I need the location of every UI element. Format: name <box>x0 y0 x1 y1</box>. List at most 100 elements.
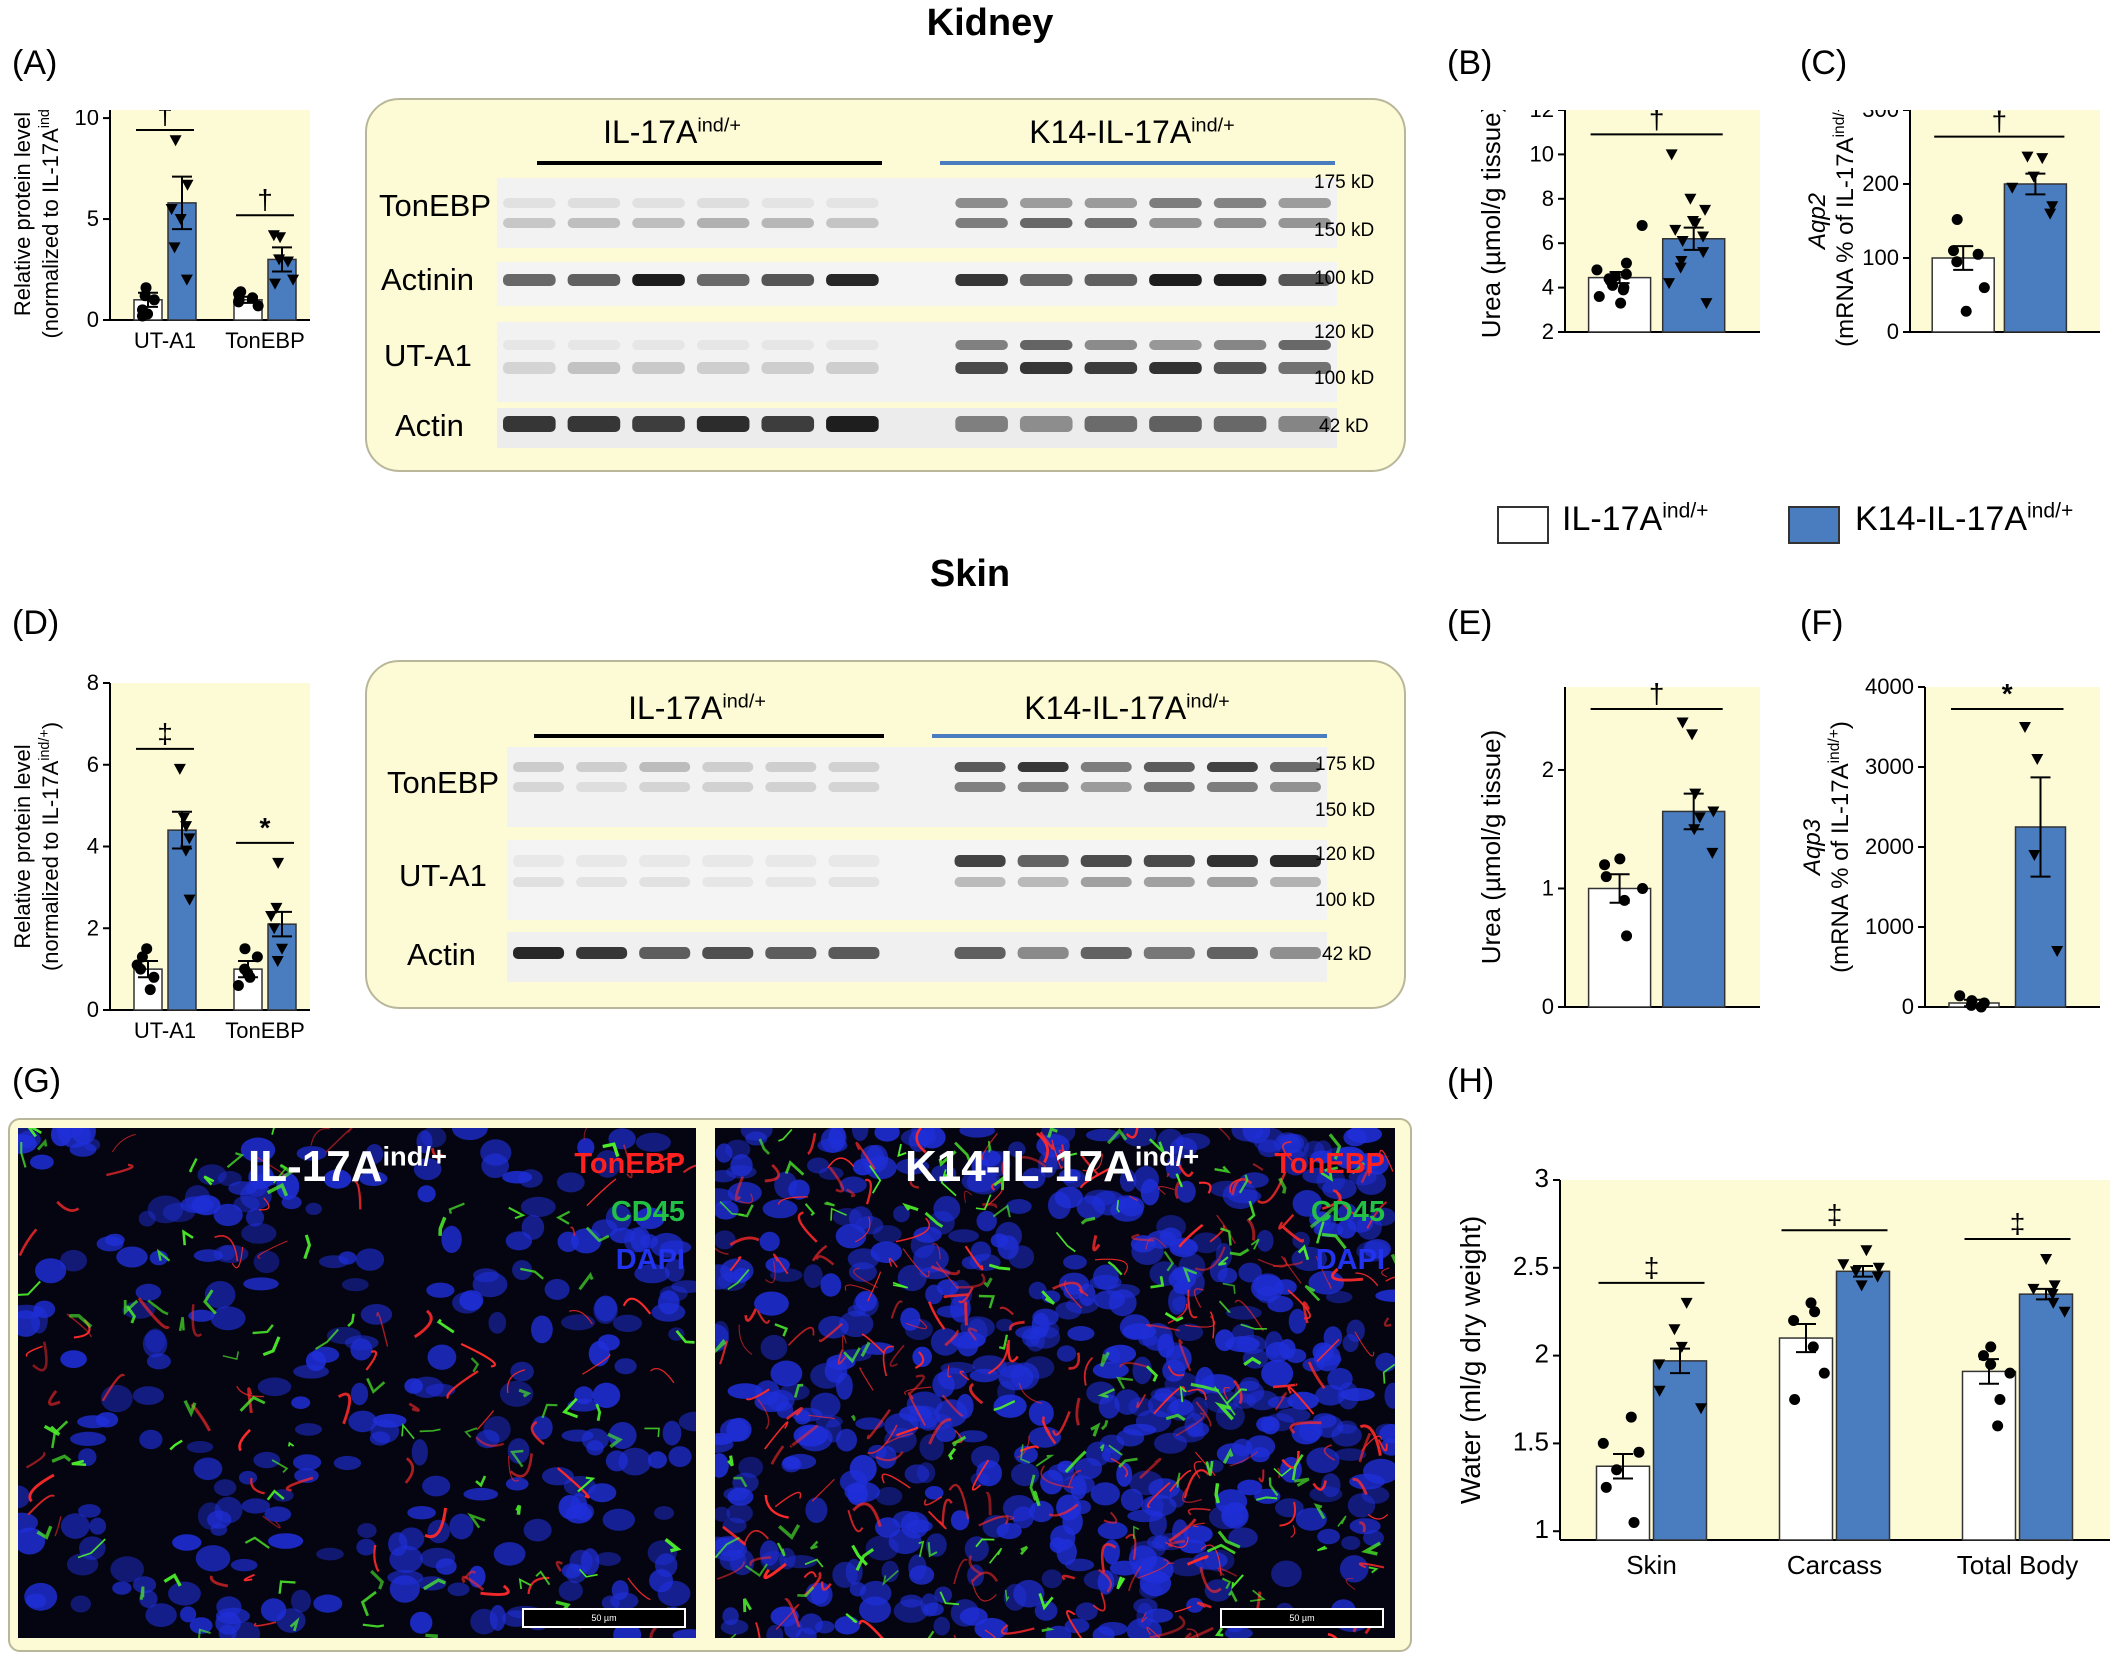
point-E-0-4 <box>1599 859 1611 871</box>
micro-left-green-31 <box>515 1504 522 1515</box>
micro-left-green-50 <box>226 1152 245 1169</box>
micro-right-nucleus-196 <box>897 1264 927 1292</box>
kidney-bands-band-0-8-1 <box>1019 218 1073 228</box>
skin-bands-band-1-12-0 <box>1269 855 1321 867</box>
micro-left-red-18 <box>527 1576 550 1595</box>
micro-right-nucleus-354 <box>1086 1381 1116 1405</box>
micro-right-red-164 <box>1052 1410 1071 1436</box>
micro-right-red-115 <box>1257 1171 1287 1204</box>
micro-right-nucleus-272 <box>1274 1498 1304 1518</box>
skin-bands-band-2-9-0 <box>1080 947 1132 959</box>
point-H-4-2 <box>2004 1367 2016 1379</box>
micro-left-green-11 <box>203 1289 217 1315</box>
point-F-1-2 <box>2031 754 2044 765</box>
micro-left-nucleus-110 <box>588 1341 610 1367</box>
micro-right-red-240 <box>1005 1514 1015 1520</box>
micro-right-red-219 <box>1052 1281 1083 1294</box>
micro-right-red-48 <box>875 1451 904 1462</box>
micro-right-nucleus-218 <box>1106 1284 1140 1299</box>
micro-left-green-16 <box>262 1336 281 1357</box>
micro-right-green-29 <box>824 1201 835 1207</box>
micro-right-nucleus-179 <box>950 1510 970 1531</box>
stain-label-cd45-left: CD45 <box>610 1196 685 1228</box>
skin-bands-band-1-8-1 <box>1017 877 1069 887</box>
sig-mark-D-0: ‡ <box>157 718 173 749</box>
micro-left-red-42 <box>464 1570 477 1579</box>
point-B-1-7 <box>1669 224 1682 236</box>
point-H-1-0 <box>1695 1403 1708 1415</box>
micro-left-nucleus-244 <box>184 1185 211 1212</box>
y-tick-label-B-1: 4 <box>1542 275 1554 300</box>
micro-left-nucleus-249 <box>193 1457 223 1481</box>
micro-left-green-53 <box>252 1324 274 1335</box>
micro-right-red-112 <box>907 1392 926 1426</box>
micro-right-red-85 <box>756 1310 771 1324</box>
microscopy-image-control <box>18 1128 696 1638</box>
micro-right-nucleus-231 <box>1341 1536 1361 1550</box>
y-tick-label-H-3: 2.5 <box>1513 1251 1549 1281</box>
micro-right-nucleus-476 <box>1228 1527 1258 1548</box>
micro-left-red-31 <box>191 1304 203 1337</box>
micro-left-nucleus-235 <box>389 1545 423 1573</box>
skin-lane-group-control: IL-17Aind/+ <box>517 690 877 727</box>
micro-right-nucleus-198 <box>1324 1147 1358 1165</box>
micro-left-nucleus-34 <box>635 1207 665 1230</box>
kidney-lane-control-text: IL-17A <box>603 114 698 150</box>
micro-right-nucleus-41 <box>834 1616 861 1635</box>
stain-label-dapi-left: DAPI <box>615 1244 685 1276</box>
micro-right-red-4 <box>968 1555 983 1576</box>
micro-right-red-204 <box>1361 1435 1383 1452</box>
micro-right-nucleus-420 <box>990 1233 1009 1248</box>
micro-right-nucleus-411 <box>1278 1339 1296 1359</box>
micro-right-nucleus-86 <box>1121 1128 1157 1147</box>
micro-right-green-116 <box>1249 1589 1266 1602</box>
kidney-bands-band-1-5-0 <box>826 274 879 286</box>
micro-left-green-40 <box>360 1590 377 1617</box>
micro-right-red-87 <box>815 1255 835 1266</box>
point-E-1-0 <box>1706 847 1719 859</box>
kidney-bands-band-0-10-1 <box>1149 218 1202 228</box>
point-F-1-0 <box>2051 946 2064 957</box>
micro-right-green-76 <box>778 1524 801 1540</box>
kidney-bands-band-1-12-0 <box>1278 274 1331 286</box>
skin-bands-band-2-2-0 <box>639 947 691 959</box>
skin-bands-band-0-1-0 <box>576 762 628 772</box>
y-tick-label-F-2: 2000 <box>1865 834 1914 859</box>
micro-left-nucleus-179 <box>653 1506 675 1520</box>
micro-right-red-143 <box>914 1351 925 1369</box>
micro-left-nucleus-213 <box>293 1364 329 1379</box>
micro-right-nucleus-113 <box>1126 1617 1162 1638</box>
micro-right-nucleus-413 <box>996 1522 1022 1540</box>
micro-right-red-128 <box>1307 1361 1326 1390</box>
micro-left-nucleus-0 <box>447 1582 470 1597</box>
point-B-1-12 <box>1665 149 1678 161</box>
micro-left-green-24 <box>71 1459 87 1467</box>
micro-left-nucleus-236 <box>580 1548 600 1576</box>
microscopy-texture-control <box>18 1128 696 1638</box>
y-tick-label-C-2: 200 <box>1862 171 1899 196</box>
skin-bands-band-0-3-0 <box>702 762 754 772</box>
kidney-bands-band-0-8-0 <box>1019 198 1073 208</box>
skin-row-label-uta1: UT-A1 <box>399 858 487 893</box>
micro-right-green-54 <box>892 1281 909 1289</box>
micro-left-nucleus-54 <box>18 1512 38 1533</box>
micro-left-green-54 <box>475 1475 487 1488</box>
chart-d: 0 2 4 6 8 Relative protein level (normalized t… <box>10 670 310 1043</box>
micro-left-nucleus-8 <box>523 1518 552 1542</box>
micro-left-red-53 <box>583 1128 588 1140</box>
point-A-3-3 <box>273 254 286 266</box>
micro-left-green-36 <box>271 1459 289 1474</box>
bar-H-5 <box>2018 1293 2074 1541</box>
micro-right-green-77 <box>1291 1454 1304 1481</box>
micro-right-nucleus-383 <box>1306 1447 1340 1474</box>
point-D-0-3 <box>131 959 143 971</box>
point-H-3-1 <box>1871 1271 1884 1283</box>
skin-bands-band-1-5-1 <box>828 877 880 887</box>
micro-left-nucleus-94 <box>369 1431 391 1446</box>
micro-right-red-6 <box>818 1322 844 1343</box>
skin-lane-treated-text: K14-IL-17A <box>1024 690 1187 726</box>
kidney-bands-band-1-11-0 <box>1213 274 1267 286</box>
point-H-5-1 <box>2047 1297 2060 1309</box>
kidney-bands-band-2-1-1 <box>567 362 621 374</box>
micro-right-red-20 <box>772 1253 789 1275</box>
